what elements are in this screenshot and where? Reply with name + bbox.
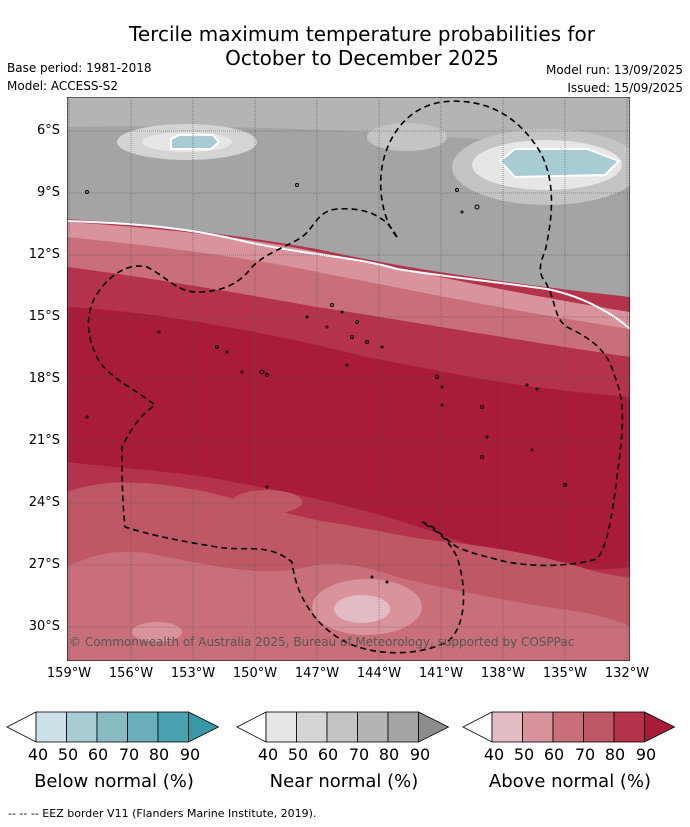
cb-below-tick-90: 90 (179, 745, 201, 764)
lat-label-27s: 27°S (28, 557, 60, 572)
colorbar-extend-high (418, 711, 450, 743)
colorbar-near-normal (236, 711, 450, 743)
cb-above-tick-70: 70 (574, 745, 596, 764)
islands (85, 183, 567, 584)
model-name: Model: ACCESS-S2 (7, 79, 119, 93)
cb-above-tick-60: 60 (543, 745, 565, 764)
meta-right: Model run: 13/09/2025 Issued: 15/09/2025 (546, 61, 683, 97)
lat-label-15s: 15°S (28, 309, 60, 324)
lat-label-24s: 24°S (28, 495, 60, 510)
lon-label-159w: 159°W (46, 666, 92, 681)
lat-label-6s: 6°S (36, 123, 60, 138)
lat-label-21s: 21°S (28, 433, 60, 448)
title-line-1: Tercile maximum temperature probabilitie… (129, 22, 595, 46)
above-normal-90-region (67, 307, 630, 570)
colorbar-extend-low (462, 711, 493, 743)
colorbar-segment (127, 711, 159, 743)
colorbar-below-normal (6, 711, 220, 743)
lon-label-138w: 138°W (480, 666, 526, 681)
lon-label-141w: 141°W (418, 666, 464, 681)
colorbar-extend-low (236, 711, 267, 743)
cb-above-tick-40: 40 (483, 745, 505, 764)
colorbar-segment (491, 711, 523, 743)
cb-below-tick-80: 80 (148, 745, 170, 764)
cb-near-tick-70: 70 (348, 745, 370, 764)
probability-map: © Commonwealth of Australia 2025, Bureau… (67, 97, 630, 661)
lon-label-150w: 150°W (232, 666, 278, 681)
cb-near-title: Near normal (%) (269, 771, 419, 792)
colorbar-segment (296, 711, 328, 743)
lon-label-156w: 156°W (108, 666, 154, 681)
near-normal-70-band (67, 97, 630, 147)
lon-label-132w: 132°W (604, 666, 650, 681)
cb-below-tick-60: 60 (87, 745, 109, 764)
cb-near-tick-80: 80 (378, 745, 400, 764)
base-period: Base period: 1981-2018 (7, 61, 152, 75)
lon-label-144w: 144°W (356, 666, 402, 681)
lat-label-12s: 12°S (28, 247, 60, 262)
eez-border-east (379, 100, 624, 567)
meta-left: Base period: 1981-2018 Model: ACCESS-S2 (7, 59, 152, 95)
title-line-2: October to December 2025 (225, 46, 499, 70)
colorbar-segment (265, 711, 297, 743)
cb-near-tick-50: 50 (287, 745, 309, 764)
colorbar-segment (326, 711, 358, 743)
colorbar-above-normal (462, 711, 676, 743)
lon-label-147w: 147°W (294, 666, 340, 681)
colorbar-segment (583, 711, 615, 743)
lat-label-18s: 18°S (28, 371, 60, 386)
lat-label-30s: 30°S (28, 619, 60, 634)
issued-date: Issued: 15/09/2025 (567, 81, 683, 95)
colorbar-segment (387, 711, 419, 743)
graticule (67, 97, 630, 661)
cb-near-tick-90: 90 (409, 745, 431, 764)
cb-above-tick-50: 50 (513, 745, 535, 764)
cb-above-title: Above normal (%) (488, 771, 652, 792)
colorbar-segment (357, 711, 389, 743)
tercile-boundary (67, 220, 630, 330)
colorbar-extend-high (644, 711, 676, 743)
colorbar-extend-high (188, 711, 220, 743)
cb-below-title: Below normal (%) (34, 771, 194, 792)
below-normal-patch-east (498, 148, 621, 179)
lon-label-153w: 153°W (170, 666, 216, 681)
colorbar-segment (96, 711, 128, 743)
cb-near-tick-40: 40 (257, 745, 279, 764)
lat-label-9s: 9°S (36, 185, 60, 200)
lon-label-135w: 135°W (542, 666, 588, 681)
cb-below-tick-40: 40 (27, 745, 49, 764)
below-normal-patch-west (170, 134, 221, 150)
eez-legend-footer: -- -- -- EEZ border V11 (Flanders Marine… (8, 807, 317, 820)
above-normal-80-patch (232, 490, 302, 514)
copyright-text: © Commonwealth of Australia 2025, Bureau… (69, 635, 574, 649)
model-run: Model run: 13/09/2025 (545, 63, 683, 77)
colorbar-extend-low (6, 711, 37, 743)
cb-near-tick-60: 60 (317, 745, 339, 764)
cb-above-tick-80: 80 (604, 745, 626, 764)
eez-border-southwest (87, 207, 465, 654)
colorbar-segment (613, 711, 645, 743)
eez-borders (87, 100, 624, 654)
cb-below-tick-50: 50 (57, 745, 79, 764)
colorbar-segment (552, 711, 584, 743)
cb-above-tick-90: 90 (635, 745, 657, 764)
colorbar-segment (66, 711, 98, 743)
colorbar-segment (35, 711, 67, 743)
above-normal-transition-2 (67, 237, 630, 357)
map-title: Tercile maximum temperature probabilitie… (0, 22, 690, 70)
colorbar-segment (157, 711, 189, 743)
above-normal-50-patch (334, 595, 390, 623)
colorbar-segment (522, 711, 554, 743)
cb-below-tick-70: 70 (118, 745, 140, 764)
near-normal-70-patch-central (367, 123, 447, 151)
